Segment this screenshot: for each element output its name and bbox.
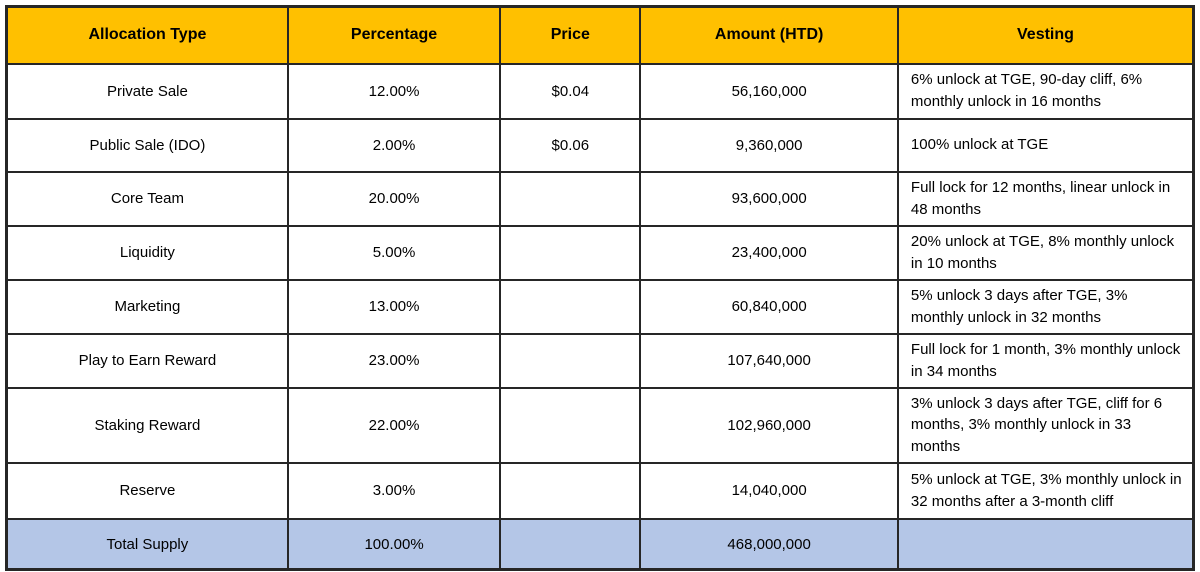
table-row: Liquidity 5.00% 23,400,000 20% unlock at… xyxy=(5,224,1195,281)
vesting-cell: 20% unlock at TGE, 8% monthly unlock in … xyxy=(896,224,1195,281)
table-row: Core Team 20.00% 93,600,000 Full lock fo… xyxy=(5,170,1195,227)
amount-cell: 23,400,000 xyxy=(639,224,899,281)
price-cell xyxy=(499,332,642,389)
price-cell xyxy=(499,461,642,520)
total-percentage-cell: 100.00% xyxy=(286,517,502,571)
table-body: Private Sale 12.00% $0.04 56,160,000 6% … xyxy=(5,62,1195,571)
allocation-cell: Reserve xyxy=(5,461,289,520)
percentage-cell: 20.00% xyxy=(286,170,502,227)
percentage-cell: 12.00% xyxy=(286,62,502,120)
allocation-cell: Marketing xyxy=(5,278,289,335)
allocation-cell: Private Sale xyxy=(5,62,289,120)
price-cell: $0.06 xyxy=(499,117,642,173)
header-row: Allocation Type Percentage Price Amount … xyxy=(5,5,1195,65)
total-amount-cell: 468,000,000 xyxy=(639,517,899,571)
header-percentage: Percentage xyxy=(286,5,502,65)
amount-cell: 60,840,000 xyxy=(639,278,899,335)
table-row: Marketing 13.00% 60,840,000 5% unlock 3 … xyxy=(5,278,1195,335)
price-cell xyxy=(499,224,642,281)
vesting-cell: 6% unlock at TGE, 90-day cliff, 6% month… xyxy=(896,62,1195,120)
total-price-cell xyxy=(499,517,642,571)
vesting-cell: 5% unlock 3 days after TGE, 3% monthly u… xyxy=(896,278,1195,335)
amount-cell: 102,960,000 xyxy=(639,386,899,464)
percentage-cell: 22.00% xyxy=(286,386,502,464)
allocation-cell: Core Team xyxy=(5,170,289,227)
table-row: Private Sale 12.00% $0.04 56,160,000 6% … xyxy=(5,62,1195,120)
amount-cell: 9,360,000 xyxy=(639,117,899,173)
header-allocation-type: Allocation Type xyxy=(5,5,289,65)
percentage-cell: 2.00% xyxy=(286,117,502,173)
table-row: Staking Reward 22.00% 102,960,000 3% unl… xyxy=(5,386,1195,464)
price-cell xyxy=(499,170,642,227)
price-cell: $0.04 xyxy=(499,62,642,120)
amount-cell: 107,640,000 xyxy=(639,332,899,389)
header-price: Price xyxy=(499,5,642,65)
table-row: Play to Earn Reward 23.00% 107,640,000 F… xyxy=(5,332,1195,389)
percentage-cell: 23.00% xyxy=(286,332,502,389)
allocation-cell: Liquidity xyxy=(5,224,289,281)
price-cell xyxy=(499,386,642,464)
percentage-cell: 3.00% xyxy=(286,461,502,520)
vesting-cell: 3% unlock 3 days after TGE, cliff for 6 … xyxy=(896,386,1195,464)
allocation-cell: Public Sale (IDO) xyxy=(5,117,289,173)
amount-cell: 56,160,000 xyxy=(639,62,899,120)
allocation-cell: Play to Earn Reward xyxy=(5,332,289,389)
total-vesting-cell xyxy=(896,517,1195,571)
vesting-cell: 5% unlock at TGE, 3% monthly unlock in 3… xyxy=(896,461,1195,520)
allocation-cell: Staking Reward xyxy=(5,386,289,464)
price-cell xyxy=(499,278,642,335)
percentage-cell: 13.00% xyxy=(286,278,502,335)
table-row: Reserve 3.00% 14,040,000 5% unlock at TG… xyxy=(5,461,1195,520)
table-header: Allocation Type Percentage Price Amount … xyxy=(5,5,1195,65)
total-label-cell: Total Supply xyxy=(5,517,289,571)
allocation-table: Allocation Type Percentage Price Amount … xyxy=(5,5,1195,572)
percentage-cell: 5.00% xyxy=(286,224,502,281)
amount-cell: 93,600,000 xyxy=(639,170,899,227)
vesting-cell: Full lock for 1 month, 3% monthly unlock… xyxy=(896,332,1195,389)
amount-cell: 14,040,000 xyxy=(639,461,899,520)
header-amount: Amount (HTD) xyxy=(639,5,899,65)
vesting-cell: Full lock for 12 months, linear unlock i… xyxy=(896,170,1195,227)
vesting-cell: 100% unlock at TGE xyxy=(896,117,1195,173)
table-row: Public Sale (IDO) 2.00% $0.06 9,360,000 … xyxy=(5,117,1195,173)
total-supply-row: Total Supply 100.00% 468,000,000 xyxy=(5,517,1195,571)
header-vesting: Vesting xyxy=(896,5,1195,65)
